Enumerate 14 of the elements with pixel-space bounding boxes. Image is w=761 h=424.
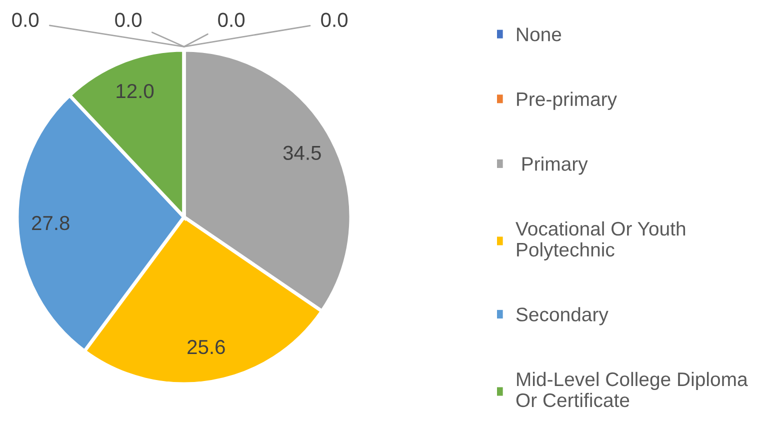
data-label: 25.6: [188, 340, 225, 354]
legend-label: None: [517, 28, 562, 42]
legend-label: Vocational Or Youth Polytechnic: [516, 221, 686, 260]
text: 0.0: [321, 12, 348, 28]
legend-label: Mid-Level College Diploma Or Certificate: [516, 372, 748, 408]
text: 0.0: [218, 12, 245, 28]
legend-label: Pre-primary: [517, 92, 617, 110]
legend-label: Secondary: [516, 307, 608, 326]
data-label: 27.8: [32, 216, 70, 230]
text: 0.0: [115, 12, 142, 28]
data-label: 12.0: [116, 84, 154, 98]
data-label: 34.5: [283, 146, 321, 160]
legend-label: Primary: [522, 156, 588, 175]
text: 0.0: [12, 12, 39, 28]
